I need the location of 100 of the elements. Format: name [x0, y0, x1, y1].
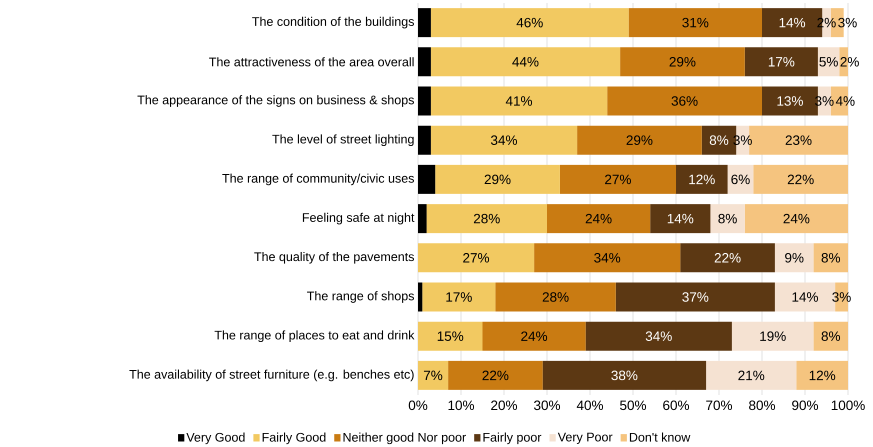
data-label: 34% — [594, 252, 620, 263]
data-label: 9% — [785, 252, 804, 263]
x-tick-label: 60% — [663, 400, 690, 410]
bar — [418, 282, 422, 312]
data-label: 22% — [788, 174, 814, 184]
data-label: 14% — [780, 18, 806, 28]
legend-label: Fairly poor — [483, 432, 542, 444]
data-label: 21% — [738, 370, 764, 380]
bar — [418, 126, 431, 155]
y-tick-label: The range of community/civic uses — [222, 174, 414, 186]
data-label: 14% — [792, 292, 818, 302]
bar — [818, 47, 840, 76]
data-label: 34% — [646, 331, 672, 341]
bar — [534, 243, 680, 272]
data-label: 24% — [521, 331, 548, 341]
bar — [418, 47, 431, 76]
bar — [607, 86, 762, 116]
bar — [495, 282, 616, 312]
y-tick-label: Feeling safe at night — [302, 212, 414, 224]
data-label: 5% — [819, 57, 838, 67]
bar — [418, 243, 534, 272]
x-tick-label: 90% — [792, 400, 818, 410]
data-label: 36% — [672, 96, 698, 106]
data-label: 17% — [446, 292, 472, 302]
bar — [418, 164, 436, 194]
bar — [448, 360, 543, 390]
x-tick-label: 0% — [408, 400, 428, 410]
legend-label: Don't know — [630, 432, 690, 442]
y-tick-label: The range of shops — [307, 291, 414, 303]
bar — [418, 360, 448, 390]
bar — [586, 322, 732, 351]
y-tick-label: The attractiveness of the area overall — [209, 57, 414, 66]
data-label: 8% — [822, 331, 840, 341]
legend-label: Very Poor — [558, 432, 612, 444]
data-label: 13% — [777, 96, 803, 106]
bar — [744, 47, 818, 76]
bar — [616, 282, 775, 312]
data-label: 12% — [810, 370, 836, 380]
bar — [706, 360, 796, 390]
y-tick-label: The level of street lighting — [272, 134, 414, 146]
bar — [426, 204, 548, 234]
data-label: 31% — [682, 18, 708, 28]
bar — [435, 164, 560, 194]
bar — [744, 204, 848, 234]
x-tick-label: 80% — [749, 400, 776, 410]
y-tick-label: The availability of street furniture (e.g. benches etc) — [129, 370, 414, 382]
data-label: 41% — [506, 96, 532, 106]
x-tick-label: 50% — [620, 400, 646, 410]
bar — [418, 204, 427, 234]
bar — [814, 322, 848, 351]
bar — [732, 322, 814, 351]
bar — [430, 47, 620, 76]
bar — [418, 322, 482, 351]
bar — [753, 164, 848, 194]
data-label: 2% — [840, 57, 859, 67]
x-tick-label: 40% — [576, 400, 604, 410]
x-tick-label: 70% — [706, 400, 732, 410]
data-label: 3% — [838, 18, 857, 28]
data-label: 6% — [731, 174, 750, 184]
data-label: 4% — [836, 96, 855, 106]
y-tick-label: The appearance of the signs on business & shops — [137, 95, 414, 107]
bar — [547, 204, 650, 234]
bar — [680, 243, 775, 272]
bar — [650, 204, 710, 234]
legend-label: Neither good Nor poor — [344, 432, 466, 444]
bar — [796, 360, 848, 390]
bar — [774, 243, 814, 272]
data-label: 34% — [490, 135, 517, 145]
x-tick-label: 10% — [448, 400, 474, 410]
data-label: 29% — [670, 56, 696, 67]
data-label: 28% — [542, 292, 569, 302]
bar — [577, 126, 702, 155]
bar — [418, 8, 431, 38]
data-label: 44% — [512, 57, 538, 66]
bar — [482, 322, 586, 351]
data-label: 29% — [626, 135, 652, 145]
data-label: 14% — [668, 214, 694, 224]
y-tick-label: The range of places to eat and drink — [214, 330, 414, 342]
data-label: 17% — [768, 57, 794, 66]
data-label: 22% — [482, 370, 508, 380]
data-label: 3% — [832, 292, 851, 302]
legend-label: Fairly Good — [262, 432, 326, 444]
bar — [430, 8, 629, 38]
y-tick-label: The quality of the pavements — [254, 252, 414, 264]
data-label: 27% — [605, 174, 631, 184]
data-label: 27% — [463, 253, 490, 263]
data-label: 24% — [586, 214, 612, 224]
data-label: 23% — [786, 135, 812, 145]
bar — [542, 360, 706, 390]
bar — [430, 126, 578, 155]
data-label: 8% — [710, 135, 728, 145]
data-label: 28% — [474, 214, 500, 224]
x-tick-label: 20% — [491, 400, 518, 410]
bar — [710, 204, 745, 234]
data-label: 19% — [760, 331, 786, 341]
data-label: 7% — [424, 370, 442, 380]
data-label: 37% — [682, 292, 708, 302]
bar — [814, 243, 848, 272]
data-label: 22% — [714, 253, 741, 263]
data-label: 8% — [822, 252, 840, 263]
